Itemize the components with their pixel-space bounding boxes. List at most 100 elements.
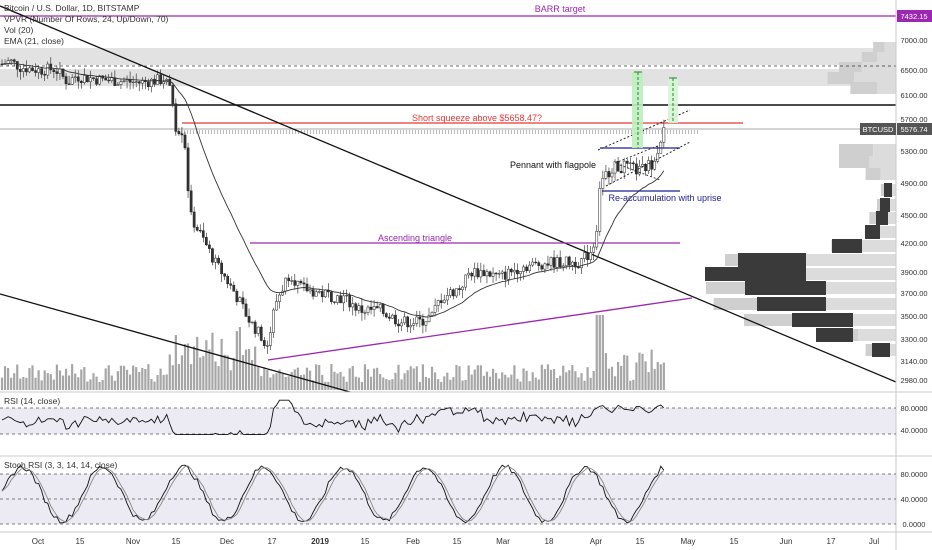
price-tick-label: 6500.00 [900,66,927,75]
candle [561,265,565,268]
vpvr-dark-row [832,239,862,253]
volume-bar [626,355,629,390]
candle [589,252,592,260]
candle [339,295,342,304]
candle [12,59,16,62]
candle [253,321,257,334]
candle [619,170,623,174]
reaccumulation-label: Re-accumulation with uprise [608,193,721,203]
candle [397,323,400,327]
volume-bar [104,368,107,390]
volume-bar [119,365,123,390]
candle [64,76,68,85]
volume-bar [434,372,437,390]
time-tick-label: 15 [361,537,370,546]
time-tick-label: Mar [496,537,510,546]
candle [73,76,77,79]
candle [320,291,324,298]
resistance-zone-lower [0,69,896,86]
candle [449,289,452,296]
candle [83,75,86,83]
volume-bar [559,375,562,390]
rsi-legend[interactable]: RSI (14, close) [4,396,61,406]
time-tick-label: Apr [590,537,603,546]
candle [455,288,458,297]
candle [534,261,538,264]
volume-bar [342,376,345,390]
volume-bar [504,374,507,390]
candle [156,74,159,85]
candle [147,81,150,88]
candle [552,257,556,268]
volume-bar [324,381,327,390]
stoch-axis: 80.0000 40.0000 0.0000 [900,470,927,529]
volume-bar [479,365,482,390]
volume-bar [296,367,299,390]
volume-bar [241,354,245,390]
volume-bar [406,370,409,390]
volume-bars [0,315,665,390]
volume-bar [251,360,254,390]
volume-bar [446,372,449,390]
stoch-legend[interactable]: Stoch RSI (3, 3, 14, 14, close) [4,460,118,470]
volume-bar [52,379,55,390]
price-tick-label: 3140.00 [900,357,927,366]
volume-bar [156,374,159,390]
candle [128,79,132,83]
candle [491,272,495,277]
candle [256,326,260,334]
volume-bar [501,372,504,390]
volume-bar [269,377,272,390]
candle [314,291,318,297]
rsi-tick-label: 40.0000 [900,426,927,435]
volume-bar [510,374,513,390]
volume-bar [49,374,52,390]
candle [229,283,233,286]
candle [15,61,19,70]
symbol-title[interactable]: Bitcoin / U.S. Dollar, 1D, BITSTAMP [4,3,140,13]
volume-bar [290,372,293,390]
pennant-mid-b [619,164,661,181]
candle [104,77,108,81]
price-tick-label: 3500.00 [900,312,927,321]
indicator-volume[interactable]: Vol (20) [4,25,34,35]
volume-bar [95,376,98,390]
candle [49,63,53,71]
candle [543,263,547,270]
volume-bar [470,374,473,390]
candle [610,172,614,178]
price-axis[interactable]: 7432.157000.006500.006100.005700.00BTCUS… [860,10,932,385]
candle [330,291,333,302]
candle [22,68,25,72]
volume-bar [525,370,528,390]
candle [409,325,413,328]
volume-bar [598,315,601,390]
candle [628,162,632,164]
volume-bar [211,332,214,390]
volume-bar [71,364,74,390]
vpvr-row [861,52,877,64]
candle [583,252,586,259]
time-tick-label: 15 [172,537,181,546]
indicator-ema[interactable]: EMA (21, close) [4,36,64,46]
time-axis[interactable]: Oct 15 Nov 15 Dec 17 2019 15 Feb 15 Mar 18 Apr 15 May 1… [32,537,880,546]
candle [613,161,617,174]
volume-bar [363,364,367,390]
volume-bar [403,373,406,390]
candle [333,301,336,303]
volume-bar [61,375,65,390]
candle [494,272,498,275]
candle [174,103,178,132]
time-tick-label: 15 [636,537,645,546]
vpvr-row-part [877,226,896,238]
volume-bar [214,361,217,390]
indicator-vpvr[interactable]: VPVR (Number Of Rows, 24, Up/Down, 70) [4,14,169,24]
volume-bar [16,364,19,390]
volume-bar [281,373,284,390]
time-tick-label: 15 [76,537,85,546]
candle [217,257,220,264]
vpvr-row-part [854,240,896,252]
volume-bar [58,370,62,390]
candle [67,83,71,85]
